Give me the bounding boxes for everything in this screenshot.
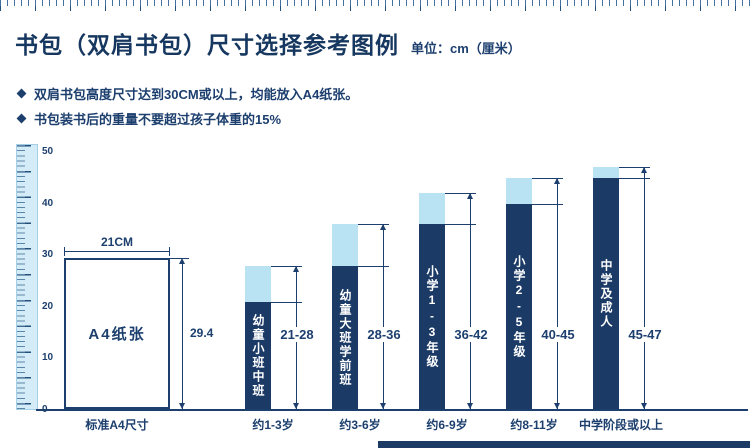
measure-arrow-down-icon <box>380 403 386 409</box>
bullet-note-1: 双肩书包高度尺寸达到30CM或以上，均能放入A4纸张。 <box>16 84 359 103</box>
y-axis-ruler <box>16 144 38 410</box>
a4-width-measure-line <box>64 247 170 256</box>
max-ref-line <box>532 177 563 179</box>
measure-arrow-up-icon <box>293 265 299 272</box>
range-measure-line <box>644 167 645 410</box>
unit-label: 单位：cm（厘米） <box>411 41 521 56</box>
bottom-navy-strip <box>378 441 750 448</box>
age-label: 约6-9岁 <box>426 418 468 432</box>
max-ref-line <box>358 224 389 226</box>
a4-height-measure-line <box>182 260 183 409</box>
y-axis-tick-label: 10 <box>42 352 54 364</box>
measure-arrow-up-icon <box>554 177 560 184</box>
age-label: 中学阶段或以上 <box>578 418 664 432</box>
measure-arrow-up-icon <box>641 167 647 174</box>
bar-segment-max <box>419 193 445 225</box>
a4-paper-box: A4纸张 <box>64 258 170 409</box>
range-label: 40-45 <box>538 327 578 342</box>
bar-segment-min: 中学及成人 <box>593 177 619 410</box>
y-axis-tick-label: 20 <box>42 300 54 312</box>
x-axis-baseline <box>36 409 748 411</box>
range-measure-line <box>470 193 471 410</box>
bar-segment-min: 小学1-3年级 <box>419 224 445 410</box>
bullet-text: 双肩书包高度尺寸达到30CM或以上，均能放入A4纸张。 <box>34 87 359 102</box>
bar-name-label: 中学及成人 <box>599 258 613 329</box>
bar-name-label: 幼童小班中班 <box>251 313 265 398</box>
page-title: 书包（双肩书包）尺寸选择参考图例 <box>15 32 399 58</box>
min-ref-line <box>445 224 476 226</box>
measure-arrow-down-icon <box>554 403 560 409</box>
max-ref-line <box>619 167 650 169</box>
a4-bottom-label: 标准A4尺寸 <box>85 418 149 432</box>
bar-segment-min: 幼童小班中班 <box>245 301 271 410</box>
age-label: 约3-6岁 <box>339 418 381 432</box>
y-axis-tick-label: 30 <box>42 249 54 261</box>
age-label: 约1-3岁 <box>252 418 294 432</box>
measure-arrow-down-icon <box>641 403 647 409</box>
top-ruler-ticks <box>0 0 750 12</box>
bullet-text: 书包装书后的重量不要超过孩子体重的15% <box>34 112 282 127</box>
range-measure-line <box>557 177 558 410</box>
max-ref-line <box>271 265 302 267</box>
measure-arrow-up-icon <box>467 193 473 200</box>
min-ref-line <box>532 203 563 205</box>
min-ref-line <box>271 301 302 303</box>
y-axis-tick-label: 40 <box>42 197 54 209</box>
min-ref-line <box>619 177 650 179</box>
a4-height-label: 29.4 <box>188 326 216 340</box>
diamond-bullet-icon <box>16 113 27 124</box>
bullet-note-2: 书包装书后的重量不要超过孩子体重的15% <box>16 109 282 128</box>
a4-measure-arrow-up-icon <box>179 258 185 264</box>
bar-segment-max <box>245 265 271 302</box>
bar-segment-max <box>332 224 358 266</box>
a4-width-label: 21CM <box>100 235 133 249</box>
max-ref-line <box>445 193 476 195</box>
bar-segment-min: 小学2-5年级 <box>506 203 532 410</box>
y-axis-tick-label: 50 <box>42 146 54 157</box>
range-label: 28-36 <box>364 327 404 342</box>
bar-name-label: 幼童大班学前班 <box>338 288 352 387</box>
min-ref-line <box>358 265 389 267</box>
bar-segment-max <box>593 167 619 178</box>
measure-arrow-up-icon <box>380 224 386 231</box>
range-measure-line <box>383 224 384 410</box>
header: 书包（双肩书包）尺寸选择参考图例 单位：cm（厘米） <box>15 26 521 60</box>
measure-arrow-down-icon <box>293 403 299 409</box>
diamond-bullet-icon <box>16 88 27 99</box>
a4-measure-arrow-down-icon <box>179 403 185 409</box>
bar-segment-max <box>506 177 532 204</box>
range-label: 45-47 <box>625 327 665 342</box>
bar-name-label: 小学2-5年级 <box>512 254 526 359</box>
range-label: 21-28 <box>277 327 317 342</box>
a4-paper-label: A4纸张 <box>88 326 146 343</box>
age-label: 约8-11岁 <box>510 418 558 432</box>
range-label: 36-42 <box>451 327 491 342</box>
measure-arrow-down-icon <box>467 403 473 409</box>
bar-segment-min: 幼童大班学前班 <box>332 265 358 410</box>
bar-name-label: 小学1-3年级 <box>425 265 439 370</box>
